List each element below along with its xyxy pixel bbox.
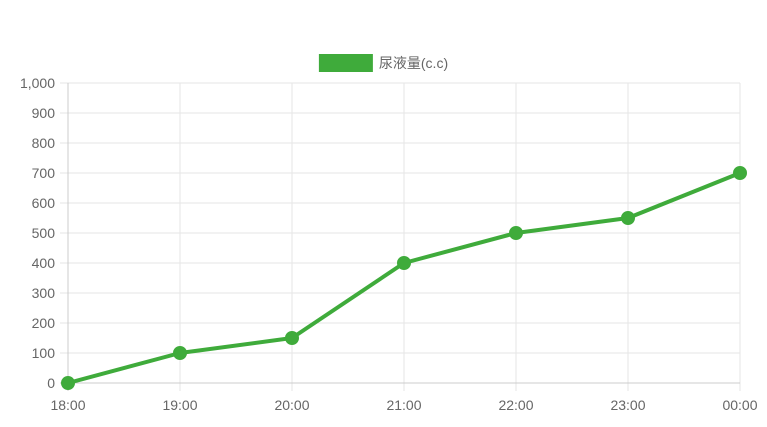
x-tick-label: 22:00 — [498, 397, 533, 413]
data-point[interactable] — [285, 331, 299, 345]
data-point[interactable] — [173, 346, 187, 360]
legend-label[interactable]: 尿液量(c.c) — [379, 55, 448, 71]
y-tick-label: 600 — [32, 195, 56, 211]
y-tick-label: 1,000 — [20, 75, 55, 91]
data-point[interactable] — [621, 211, 635, 225]
y-tick-label: 0 — [47, 375, 55, 391]
legend-swatch[interactable] — [318, 54, 373, 72]
y-axis-tick-labels: 0 100 200 300 400 500 600 700 800 900 1,000 — [20, 75, 55, 391]
grid-lines — [60, 82, 741, 391]
x-tick-label: 19:00 — [162, 397, 197, 413]
y-tick-label: 800 — [32, 135, 56, 151]
data-point[interactable] — [509, 226, 523, 240]
series-layer — [61, 166, 747, 390]
y-tick-label: 100 — [32, 345, 56, 361]
x-tick-label: 18:00 — [50, 397, 85, 413]
data-point[interactable] — [61, 376, 75, 390]
x-tick-label: 23:00 — [610, 397, 645, 413]
data-point[interactable] — [733, 166, 747, 180]
axes — [67, 83, 740, 384]
y-tick-label: 400 — [32, 255, 56, 271]
y-tick-label: 500 — [32, 225, 56, 241]
x-tick-label: 21:00 — [386, 397, 421, 413]
y-tick-label: 300 — [32, 285, 56, 301]
y-tick-label: 900 — [32, 105, 56, 121]
x-tick-label: 20:00 — [274, 397, 309, 413]
y-tick-label: 200 — [32, 315, 56, 331]
data-point[interactable] — [397, 256, 411, 270]
x-axis-tick-labels: 18:00 19:00 20:00 21:00 22:00 23:00 00:00 — [50, 397, 757, 413]
legend[interactable]: 尿液量(c.c) — [318, 54, 448, 72]
x-tick-label: 00:00 — [722, 397, 757, 413]
y-tick-label: 700 — [32, 165, 56, 181]
